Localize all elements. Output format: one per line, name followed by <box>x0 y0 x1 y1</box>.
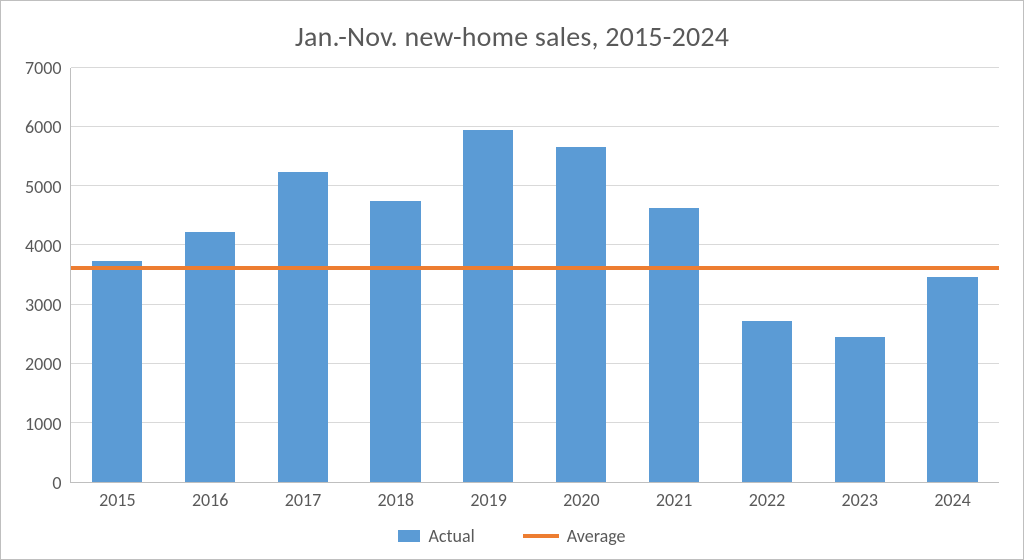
plot-row: 70006000500040003000200010000 <box>25 68 999 483</box>
bar-slot <box>720 68 813 482</box>
legend-swatch-bar <box>398 530 420 542</box>
legend: Actual Average <box>25 525 999 547</box>
bar-slot <box>163 68 256 482</box>
bar-slot <box>628 68 721 482</box>
x-tick-label: 2018 <box>349 489 442 511</box>
bar-2022 <box>742 321 792 482</box>
x-tick-label: 2017 <box>257 489 350 511</box>
bar-2024 <box>927 277 977 482</box>
bar-slot <box>535 68 628 482</box>
legend-label-average: Average <box>567 525 626 547</box>
bar-2017 <box>278 172 328 482</box>
x-axis: 2015201620172018201920202021202220232024 <box>71 489 999 511</box>
plot-area <box>70 68 1000 483</box>
bar-slot <box>71 68 164 482</box>
legend-item-actual: Actual <box>398 525 474 547</box>
x-tick-label: 2015 <box>71 489 164 511</box>
bar-slot <box>906 68 999 482</box>
x-axis-spacer <box>25 489 71 511</box>
legend-item-average: Average <box>523 525 626 547</box>
chart-title: Jan.-Nov. new-home sales, 2015-2024 <box>25 19 999 54</box>
average-line <box>71 266 1000 270</box>
bar-slot <box>813 68 906 482</box>
bar-slot <box>442 68 535 482</box>
legend-swatch-line <box>523 534 559 538</box>
x-tick-label: 2016 <box>164 489 257 511</box>
bar-slot <box>256 68 349 482</box>
bar-2023 <box>835 337 885 482</box>
x-axis-row: 2015201620172018201920202021202220232024 <box>25 489 999 511</box>
y-axis: 70006000500040003000200010000 <box>25 68 70 483</box>
x-tick-label: 2023 <box>813 489 906 511</box>
x-tick-label: 2024 <box>906 489 999 511</box>
bar-2021 <box>649 208 699 482</box>
bars-layer <box>71 68 1000 482</box>
bar-2019 <box>463 130 513 482</box>
legend-label-actual: Actual <box>428 525 474 547</box>
x-tick-label: 2019 <box>442 489 535 511</box>
x-tick-label: 2021 <box>628 489 721 511</box>
bar-2020 <box>556 147 606 482</box>
bar-slot <box>349 68 442 482</box>
x-tick-label: 2020 <box>535 489 628 511</box>
x-tick-label: 2022 <box>721 489 814 511</box>
chart-container: Jan.-Nov. new-home sales, 2015-2024 7000… <box>0 0 1024 560</box>
bar-2015 <box>92 261 142 482</box>
bar-2018 <box>370 201 420 482</box>
